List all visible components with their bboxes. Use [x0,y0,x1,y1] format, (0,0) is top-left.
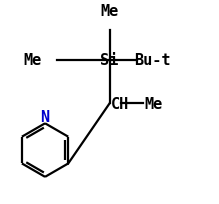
Text: Me: Me [24,53,42,68]
Text: Me: Me [100,4,119,19]
Text: N: N [41,109,50,124]
Text: Bu-t: Bu-t [134,53,171,68]
Text: Si: Si [100,53,119,68]
Text: Me: Me [144,96,162,111]
Text: CH: CH [111,96,129,111]
